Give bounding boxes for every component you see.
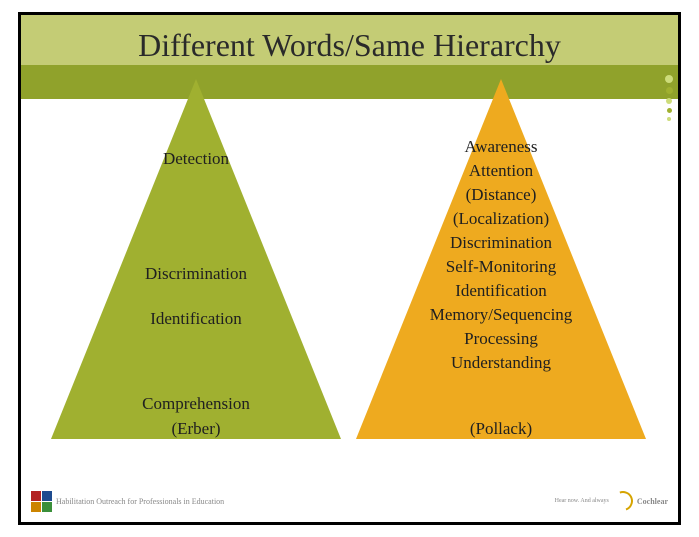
- accent-dot: [665, 75, 673, 83]
- logo-blocks-icon: [31, 491, 52, 512]
- triangle-left-label: Discrimination: [51, 264, 341, 284]
- content-area: Detection Discrimination Identification Com…: [21, 79, 678, 482]
- triangle-right-label: Attention: [356, 161, 646, 181]
- triangle-right-label: Self-Monitoring: [356, 257, 646, 277]
- triangle-right-label: Awareness: [356, 137, 646, 157]
- slide-title: Different Words/Same Hierarchy: [21, 27, 678, 64]
- triangle-right-label: Understanding: [356, 353, 646, 373]
- triangle-left-label: (Erber): [51, 419, 341, 439]
- triangle-right-label: (Distance): [356, 185, 646, 205]
- triangle-right-label: Processing: [356, 329, 646, 349]
- footer-left-text: Habilitation Outreach for Professionals …: [56, 497, 224, 506]
- triangle-left: [51, 79, 341, 439]
- logo-block: [31, 502, 41, 512]
- logo-block: [42, 502, 52, 512]
- triangle-left-label: Comprehension: [51, 394, 341, 414]
- triangle-right-label: Memory/Sequencing: [356, 305, 646, 325]
- cochlear-swirl-icon: [610, 488, 637, 515]
- triangle-right-label: (Localization): [356, 209, 646, 229]
- slide-footer: Habilitation Outreach for Professionals …: [21, 486, 678, 522]
- footer-left-logo: Habilitation Outreach for Professionals …: [31, 491, 224, 512]
- side-accent-dots: [660, 75, 678, 121]
- triangle-right-label: Identification: [356, 281, 646, 301]
- accent-dot: [667, 108, 672, 113]
- logo-block: [31, 491, 41, 501]
- title-band: Different Words/Same Hierarchy: [21, 15, 678, 79]
- footer-right-brand: Cochlear: [637, 497, 668, 506]
- triangle-right-label: (Pollack): [356, 419, 646, 439]
- triangle-left-label: Detection: [51, 149, 341, 169]
- slide-frame: Different Words/Same Hierarchy Detection…: [18, 12, 681, 525]
- accent-dot: [666, 98, 672, 104]
- footer-right-pretext: Hear now. And always: [555, 498, 609, 504]
- accent-dot: [666, 87, 673, 94]
- accent-dot: [667, 117, 671, 121]
- footer-right-logo: Hear now. And always Cochlear: [555, 491, 668, 511]
- logo-block: [42, 491, 52, 501]
- triangle-right-label: Discrimination: [356, 233, 646, 253]
- triangle-left-label: Identification: [51, 309, 341, 329]
